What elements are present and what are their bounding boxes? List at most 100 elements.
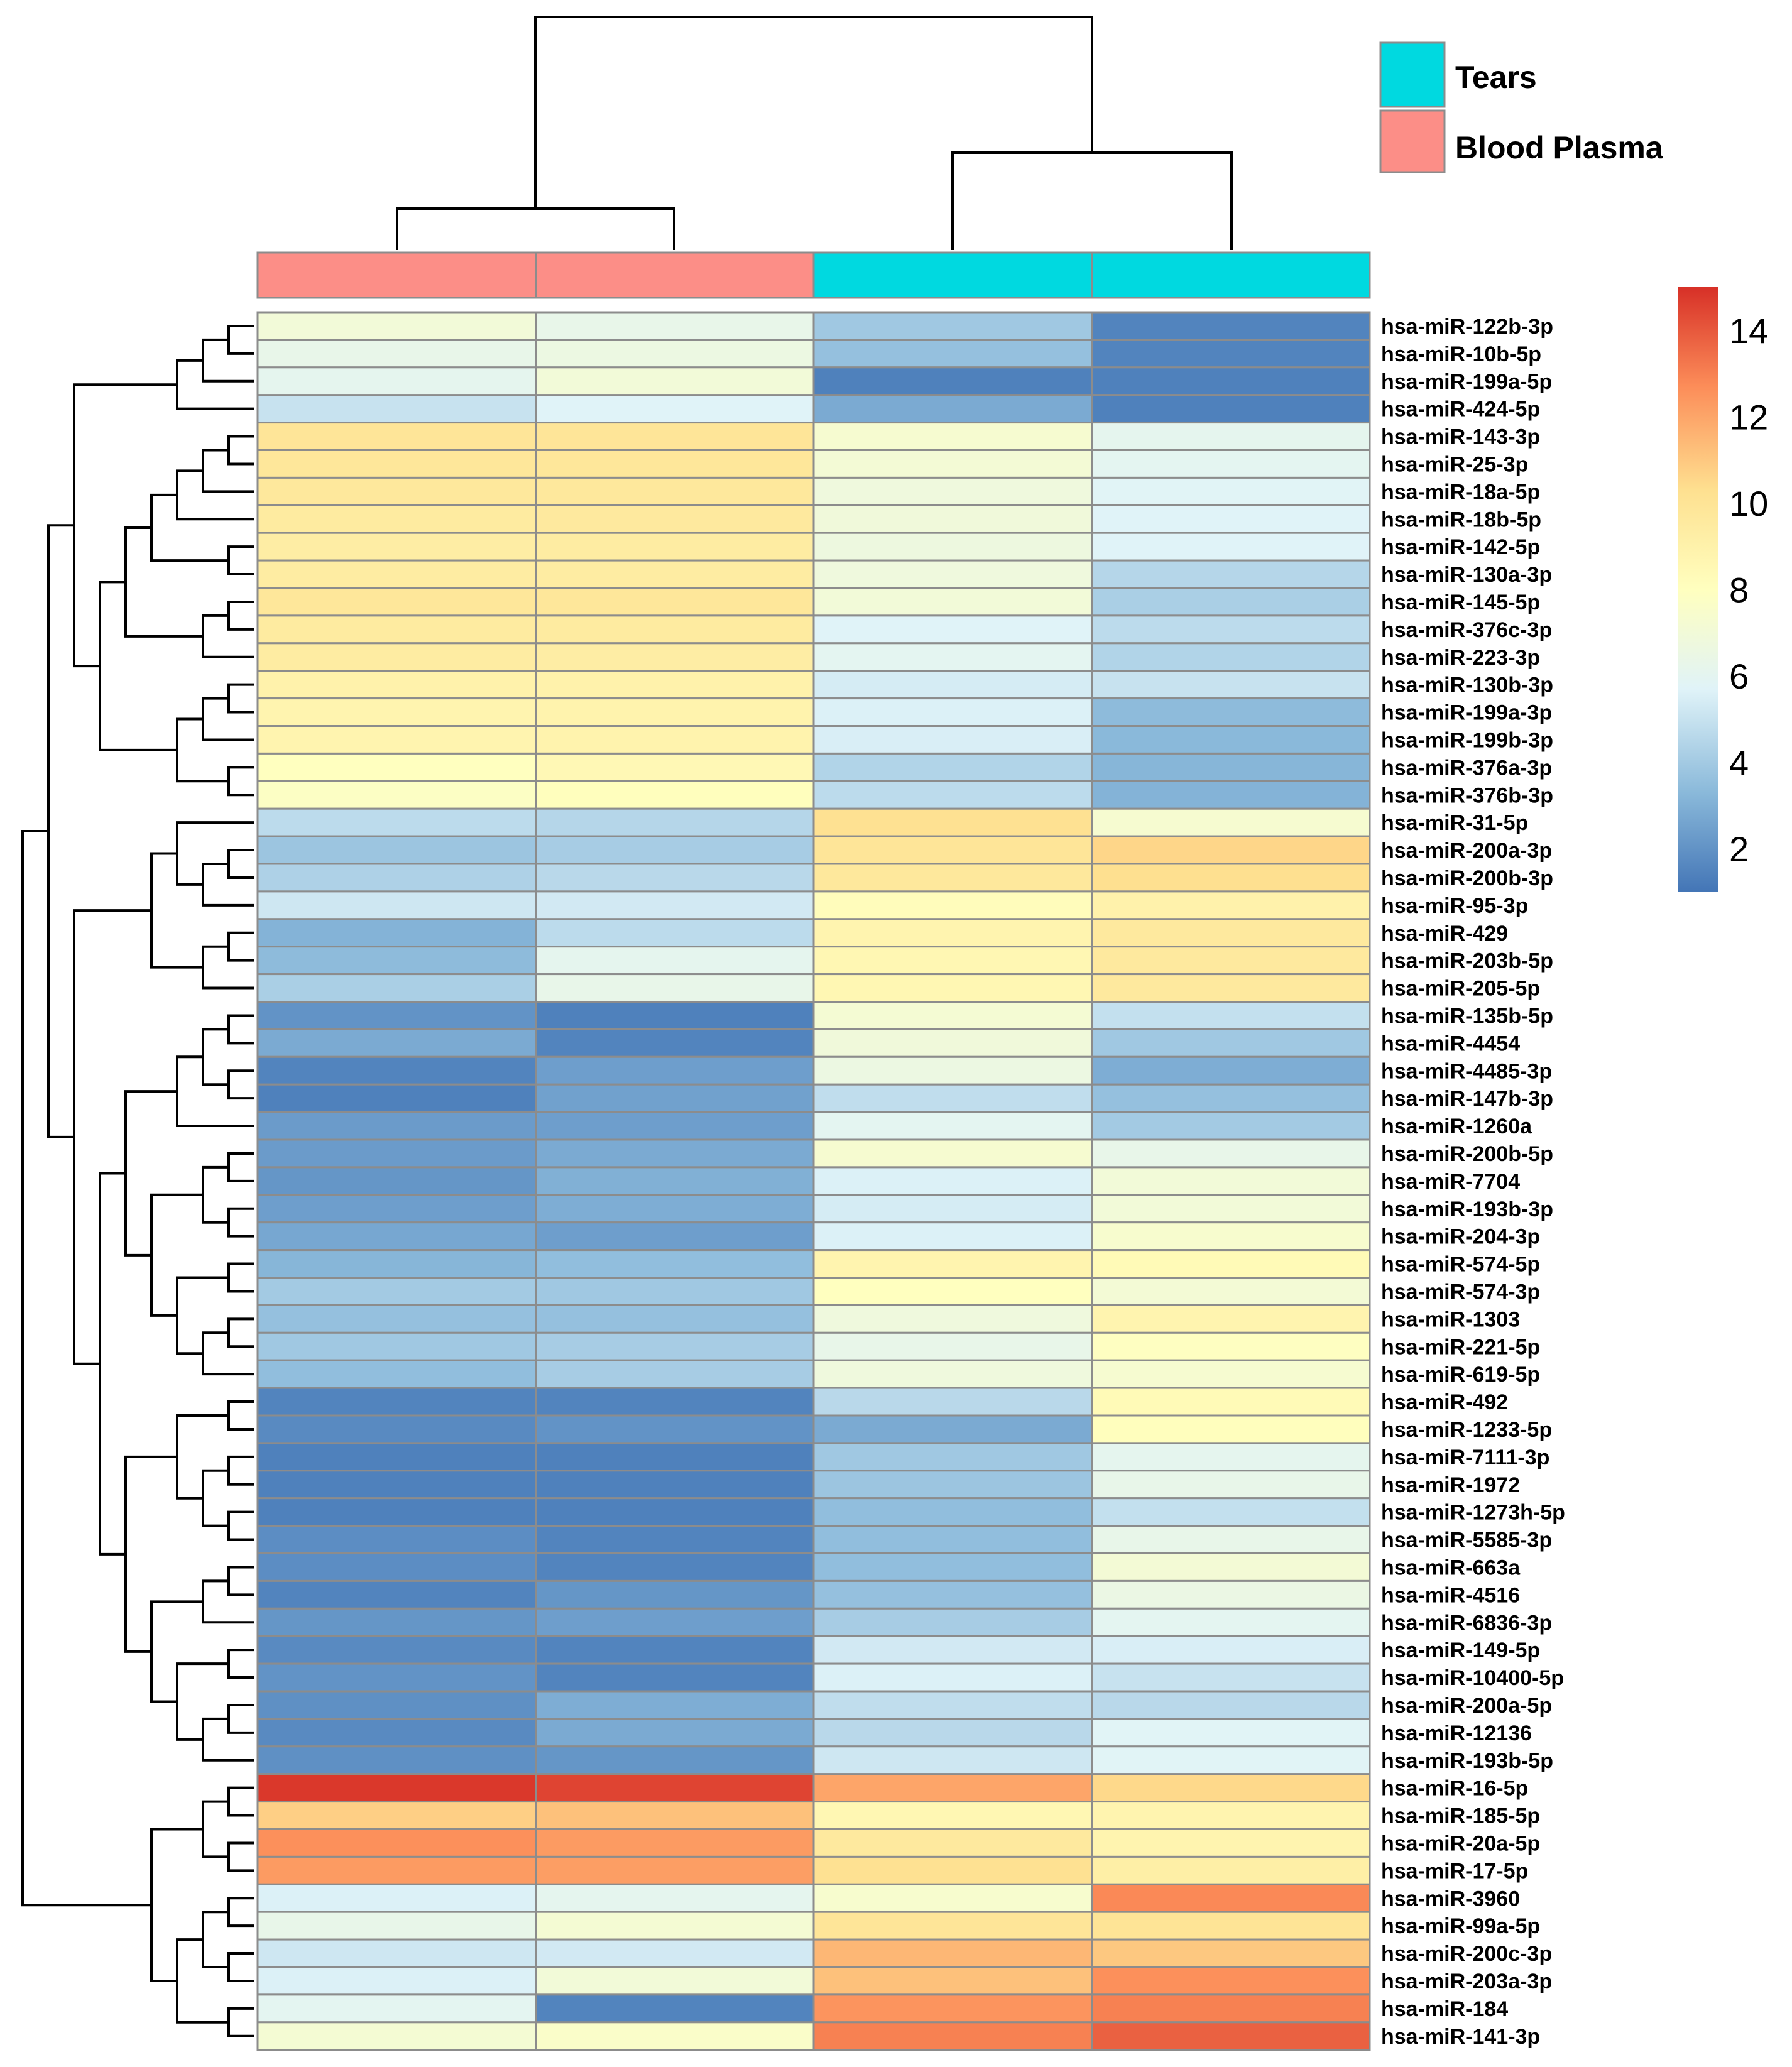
heatmap-cell bbox=[812, 1690, 1093, 1720]
row-dendro-branch bbox=[202, 1579, 254, 1624]
heatmap-cell bbox=[812, 1938, 1093, 1968]
heatmap-cell bbox=[812, 2021, 1093, 2051]
heatmap-cell bbox=[256, 1138, 537, 1169]
row-label: hsa-miR-204-3p bbox=[1381, 1225, 1540, 1249]
heatmap-cell bbox=[256, 1304, 537, 1334]
row-label: hsa-miR-203b-5p bbox=[1381, 949, 1553, 973]
heatmap-cell bbox=[1091, 2021, 1371, 2051]
heatmap-cell bbox=[535, 946, 815, 976]
heatmap-cell bbox=[1091, 1801, 1371, 1831]
heatmap-cell bbox=[1091, 1304, 1371, 1334]
heatmap-cell bbox=[1091, 1662, 1371, 1693]
heatmap-cell bbox=[812, 1718, 1093, 1748]
row-label: hsa-miR-184 bbox=[1381, 1997, 1508, 2021]
heatmap-cell bbox=[535, 1883, 815, 1913]
heatmap-cell bbox=[535, 1635, 815, 1665]
heatmap-cell bbox=[256, 835, 537, 865]
heatmap-cell bbox=[535, 1331, 815, 1361]
row-dendro-branch bbox=[202, 863, 254, 907]
heatmap-cell bbox=[1091, 890, 1371, 920]
heatmap-cell bbox=[256, 532, 537, 562]
colorbar-tick-label: 14 bbox=[1729, 311, 1768, 351]
heatmap-cell bbox=[256, 2021, 537, 2051]
row-label: hsa-miR-141-3p bbox=[1381, 2025, 1540, 2049]
row-dendro-branch bbox=[227, 1703, 254, 1734]
row-label: hsa-miR-193b-5p bbox=[1381, 1749, 1553, 1773]
row-dendro-branch bbox=[227, 1262, 254, 1293]
row-label: hsa-miR-663a bbox=[1381, 1556, 1521, 1579]
heatmap-cell bbox=[1091, 1387, 1371, 1417]
heatmap-cell bbox=[535, 642, 815, 672]
heatmap-cell bbox=[812, 1387, 1093, 1417]
row-dendro-branch bbox=[227, 545, 254, 576]
heatmap-cell bbox=[1091, 1690, 1371, 1720]
heatmap-cell bbox=[256, 807, 537, 837]
heatmap-cell bbox=[1091, 1414, 1371, 1444]
heatmap-cell bbox=[1091, 1055, 1371, 1086]
row-dendro-branch bbox=[150, 1600, 203, 1703]
heatmap-cell bbox=[256, 1662, 537, 1693]
row-label: hsa-miR-25-3p bbox=[1381, 452, 1528, 476]
row-label: hsa-miR-376a-3p bbox=[1381, 756, 1552, 780]
heatmap-cell bbox=[812, 1331, 1093, 1361]
heatmap-cell bbox=[256, 1718, 537, 1748]
row-label: hsa-miR-376b-3p bbox=[1381, 783, 1553, 807]
heatmap-cell bbox=[1091, 835, 1371, 865]
heatmap-cell bbox=[535, 532, 815, 562]
heatmap-cell bbox=[256, 1855, 537, 1885]
column-dendrogram bbox=[396, 16, 1233, 250]
row-label: hsa-miR-492 bbox=[1381, 1390, 1508, 1414]
row-label: hsa-miR-10400-5p bbox=[1381, 1666, 1564, 1690]
heatmap-cell bbox=[256, 1883, 537, 1913]
heatmap-cell bbox=[812, 1745, 1093, 1775]
heatmap-cell bbox=[812, 1055, 1093, 1086]
row-label: hsa-miR-574-5p bbox=[1381, 1253, 1540, 1277]
heatmap-cell bbox=[535, 1304, 815, 1334]
heatmap-cell bbox=[535, 1828, 815, 1858]
heatmap-cell bbox=[812, 1635, 1093, 1665]
heatmap-cell bbox=[1091, 1773, 1371, 1803]
colorbar-tick-label: 6 bbox=[1729, 657, 1749, 696]
heatmap-cell bbox=[256, 1331, 537, 1361]
heatmap-cell bbox=[535, 1745, 815, 1775]
heatmap-cell bbox=[256, 1001, 537, 1030]
row-label: hsa-miR-200b-5p bbox=[1381, 1142, 1553, 1166]
heatmap-cell bbox=[812, 1221, 1093, 1252]
row-label: hsa-miR-122b-3p bbox=[1381, 315, 1553, 339]
row-dendro-branch bbox=[227, 1566, 254, 1596]
row-dendro-branch bbox=[176, 359, 254, 410]
heatmap-cell bbox=[812, 835, 1093, 865]
row-dendro-branch bbox=[150, 1828, 203, 1982]
col-dendro-tears-branch bbox=[951, 151, 1233, 250]
row-dendro-branch bbox=[99, 1172, 126, 1556]
heatmap-cell bbox=[535, 366, 815, 396]
row-label: hsa-miR-376c-3p bbox=[1381, 618, 1552, 642]
heatmap-cell bbox=[1091, 1111, 1371, 1141]
heatmap-cell bbox=[535, 1525, 815, 1555]
heatmap-cell bbox=[812, 1138, 1093, 1169]
heatmap-cell bbox=[535, 504, 815, 534]
heatmap-cell bbox=[812, 366, 1093, 396]
row-label: hsa-miR-18b-5p bbox=[1381, 508, 1541, 532]
heatmap-cell bbox=[1091, 1083, 1371, 1113]
row-label: hsa-miR-199a-3p bbox=[1381, 701, 1552, 725]
heatmap-cell bbox=[256, 918, 537, 948]
heatmap-cell bbox=[812, 725, 1093, 755]
heatmap-cell bbox=[256, 1111, 537, 1141]
heatmap-cell bbox=[1091, 1966, 1371, 1996]
row-label: hsa-miR-12136 bbox=[1381, 1721, 1532, 1745]
row-label: hsa-miR-4516 bbox=[1381, 1583, 1520, 1607]
heatmap-cell bbox=[812, 1083, 1093, 1113]
heatmap-cell bbox=[256, 1442, 537, 1472]
row-dendrogram bbox=[21, 324, 254, 2037]
heatmap-cell bbox=[812, 1470, 1093, 1500]
heatmap-cell bbox=[256, 1497, 537, 1527]
heatmap-cell bbox=[256, 1966, 537, 1996]
heatmap-cell bbox=[1091, 504, 1371, 534]
heatmap-cell bbox=[812, 394, 1093, 424]
row-dendro-branch bbox=[73, 383, 177, 668]
row-label: hsa-miR-1260a bbox=[1381, 1115, 1532, 1138]
heatmap-cell bbox=[256, 697, 537, 727]
row-label: hsa-miR-574-3p bbox=[1381, 1280, 1540, 1304]
row-label: hsa-miR-200a-5p bbox=[1381, 1694, 1552, 1718]
